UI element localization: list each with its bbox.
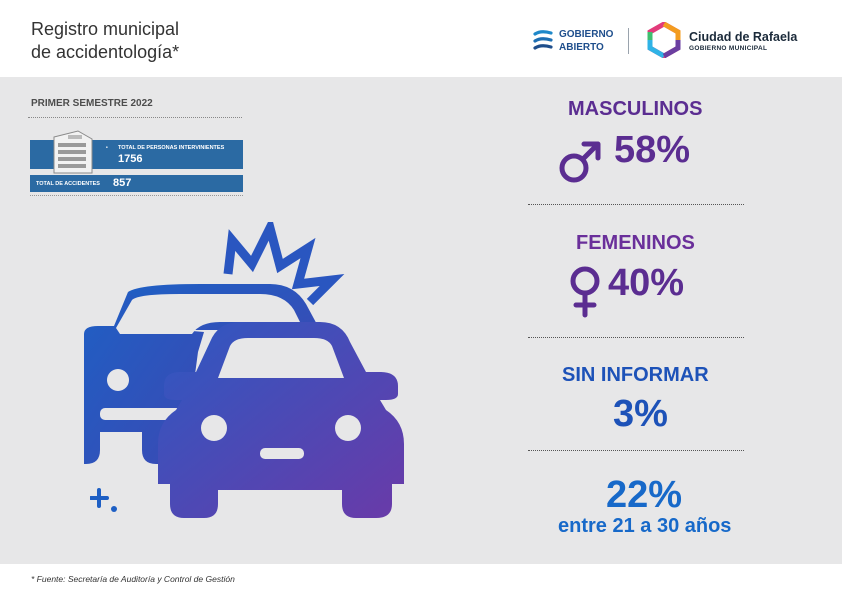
- plus-decoration-icon: [90, 488, 117, 512]
- city-name: Ciudad de Rafaela: [689, 30, 798, 44]
- stat-divider: [528, 337, 744, 338]
- male-label: MASCULINOS: [568, 98, 703, 120]
- male-value: 58%: [614, 129, 691, 171]
- ga-text-line-2: ABIERTO: [559, 42, 604, 53]
- source-footnote: * Fuente: Secretaría de Auditoría y Cont…: [31, 574, 235, 584]
- gobierno-abierto-icon: [533, 30, 553, 50]
- dotted-divider: [28, 117, 242, 118]
- male-symbol-icon: [559, 141, 601, 183]
- unknown-value: 3%: [613, 393, 668, 435]
- title-line-2: de accidentología*: [31, 42, 180, 62]
- accidents-label: TOTAL DE ACCIDENTES: [36, 181, 100, 187]
- rafaela-logo[interactable]: Ciudad de Rafaela GOBIERNO MUNICIPAL: [645, 22, 815, 58]
- header: Registro municipal de accidentología* GO…: [0, 0, 842, 77]
- gobierno-abierto-logo[interactable]: GOBIERNO ABIERTO: [533, 27, 625, 57]
- female-label: FEMENINOS: [576, 232, 695, 254]
- dotted-divider: [30, 195, 243, 196]
- car-crash-icon: [84, 222, 404, 518]
- rafaela-hexagon-icon: [647, 22, 681, 58]
- page-title: Registro municipal de accidentología*: [31, 18, 179, 64]
- period-label: PRIMER SEMESTRE 2022: [31, 98, 153, 109]
- stat-divider: [528, 450, 744, 451]
- accidents-value: 857: [113, 177, 132, 189]
- title-line-1: Registro municipal: [31, 19, 180, 39]
- age-value: 22%: [606, 474, 683, 516]
- female-value: 40%: [608, 262, 685, 304]
- stat-divider: [528, 204, 744, 205]
- ga-text-line-1: GOBIERNO: [559, 29, 614, 40]
- persons-label: TOTAL DE PERSONAS INTERVINIENTES: [118, 145, 225, 151]
- persons-value: 1756: [118, 153, 143, 165]
- bullet-dot: •: [106, 145, 108, 151]
- unknown-label: SIN INFORMAR: [562, 364, 709, 386]
- logo-separator: [628, 28, 629, 54]
- female-symbol-icon: [570, 266, 600, 318]
- city-subtitle: GOBIERNO MUNICIPAL: [689, 45, 768, 52]
- age-label: entre 21 a 30 años: [558, 515, 732, 537]
- building-icon: [53, 130, 93, 174]
- accidents-total-box: [30, 175, 243, 192]
